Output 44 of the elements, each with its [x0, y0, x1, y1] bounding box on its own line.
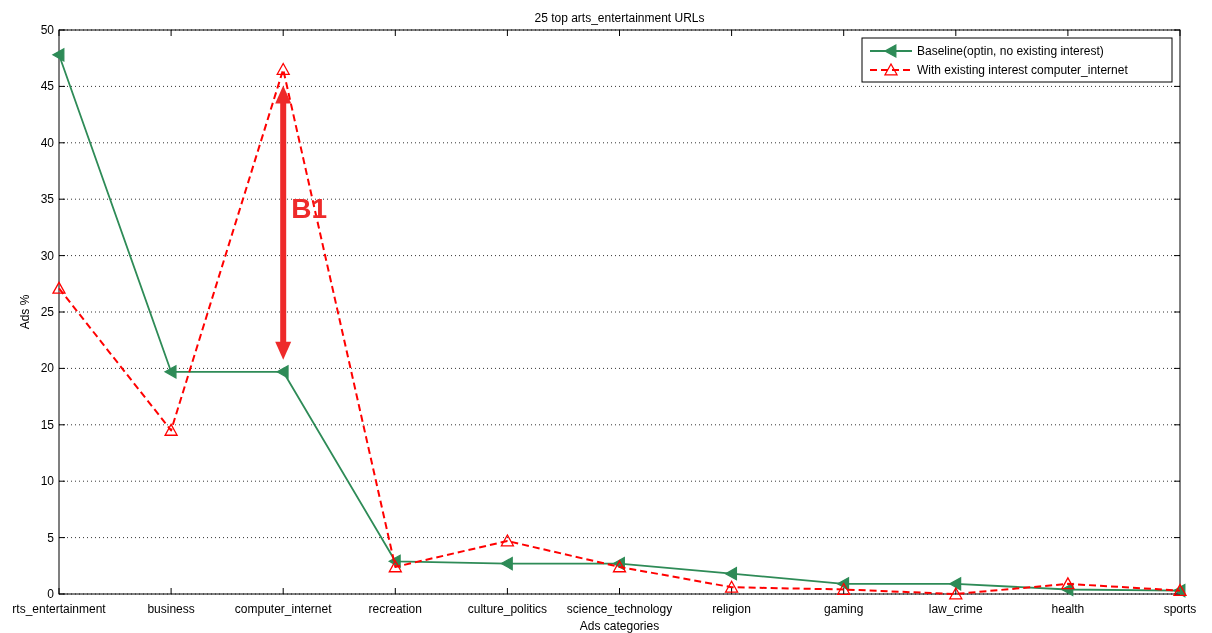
point [276, 62, 290, 75]
y-tick-label: 5 [47, 530, 55, 545]
chart-title: 25 top arts_entertainment URLs [534, 11, 705, 25]
point [500, 556, 513, 571]
x-tick-label: religion [712, 602, 751, 616]
y-tick-label: 10 [40, 474, 55, 489]
x-tick-label: gaming [824, 602, 864, 616]
y-tick-label: 30 [40, 248, 55, 263]
x-tick-label: science_technology [566, 602, 673, 616]
x-tick-label: health [1051, 602, 1085, 616]
legend-label: With existing interest computer_internet [917, 63, 1129, 77]
y-tick-label: 50 [40, 23, 55, 37]
y-tick-label: 20 [40, 361, 55, 376]
legend-label: Baseline(optin, no existing interest) [917, 44, 1104, 58]
point [164, 365, 177, 379]
point [52, 48, 65, 62]
point [276, 365, 289, 379]
x-tick-label: business [147, 602, 195, 616]
point [52, 281, 66, 294]
annotation: B1 [291, 192, 327, 224]
point [724, 580, 739, 593]
y-tick-label: 15 [40, 417, 55, 432]
x-axis-title: Ads categories [579, 619, 660, 633]
y-tick-label: 25 [40, 305, 55, 319]
y-tick-label: 35 [40, 192, 55, 207]
x-tick-label: computer_internet [234, 602, 333, 616]
y-tick-label: 0 [47, 587, 55, 601]
point [724, 567, 738, 581]
point [949, 587, 963, 600]
point [1061, 577, 1075, 590]
point [388, 560, 402, 573]
y-axis-title: Ads % [18, 294, 32, 330]
x-tick-label: sports [1163, 602, 1197, 616]
x-tick-label: law_crime [928, 602, 984, 616]
point [837, 582, 851, 595]
point [500, 534, 515, 547]
y-tick-label: 45 [40, 79, 55, 94]
point [612, 560, 627, 573]
x-tick-label: recreation [368, 602, 422, 616]
point [164, 423, 178, 436]
x-tick-label: culture_politics [467, 602, 548, 616]
point [949, 577, 962, 591]
x-tick-label: rts_entertainment [12, 602, 107, 616]
y-tick-label: 40 [40, 135, 55, 150]
